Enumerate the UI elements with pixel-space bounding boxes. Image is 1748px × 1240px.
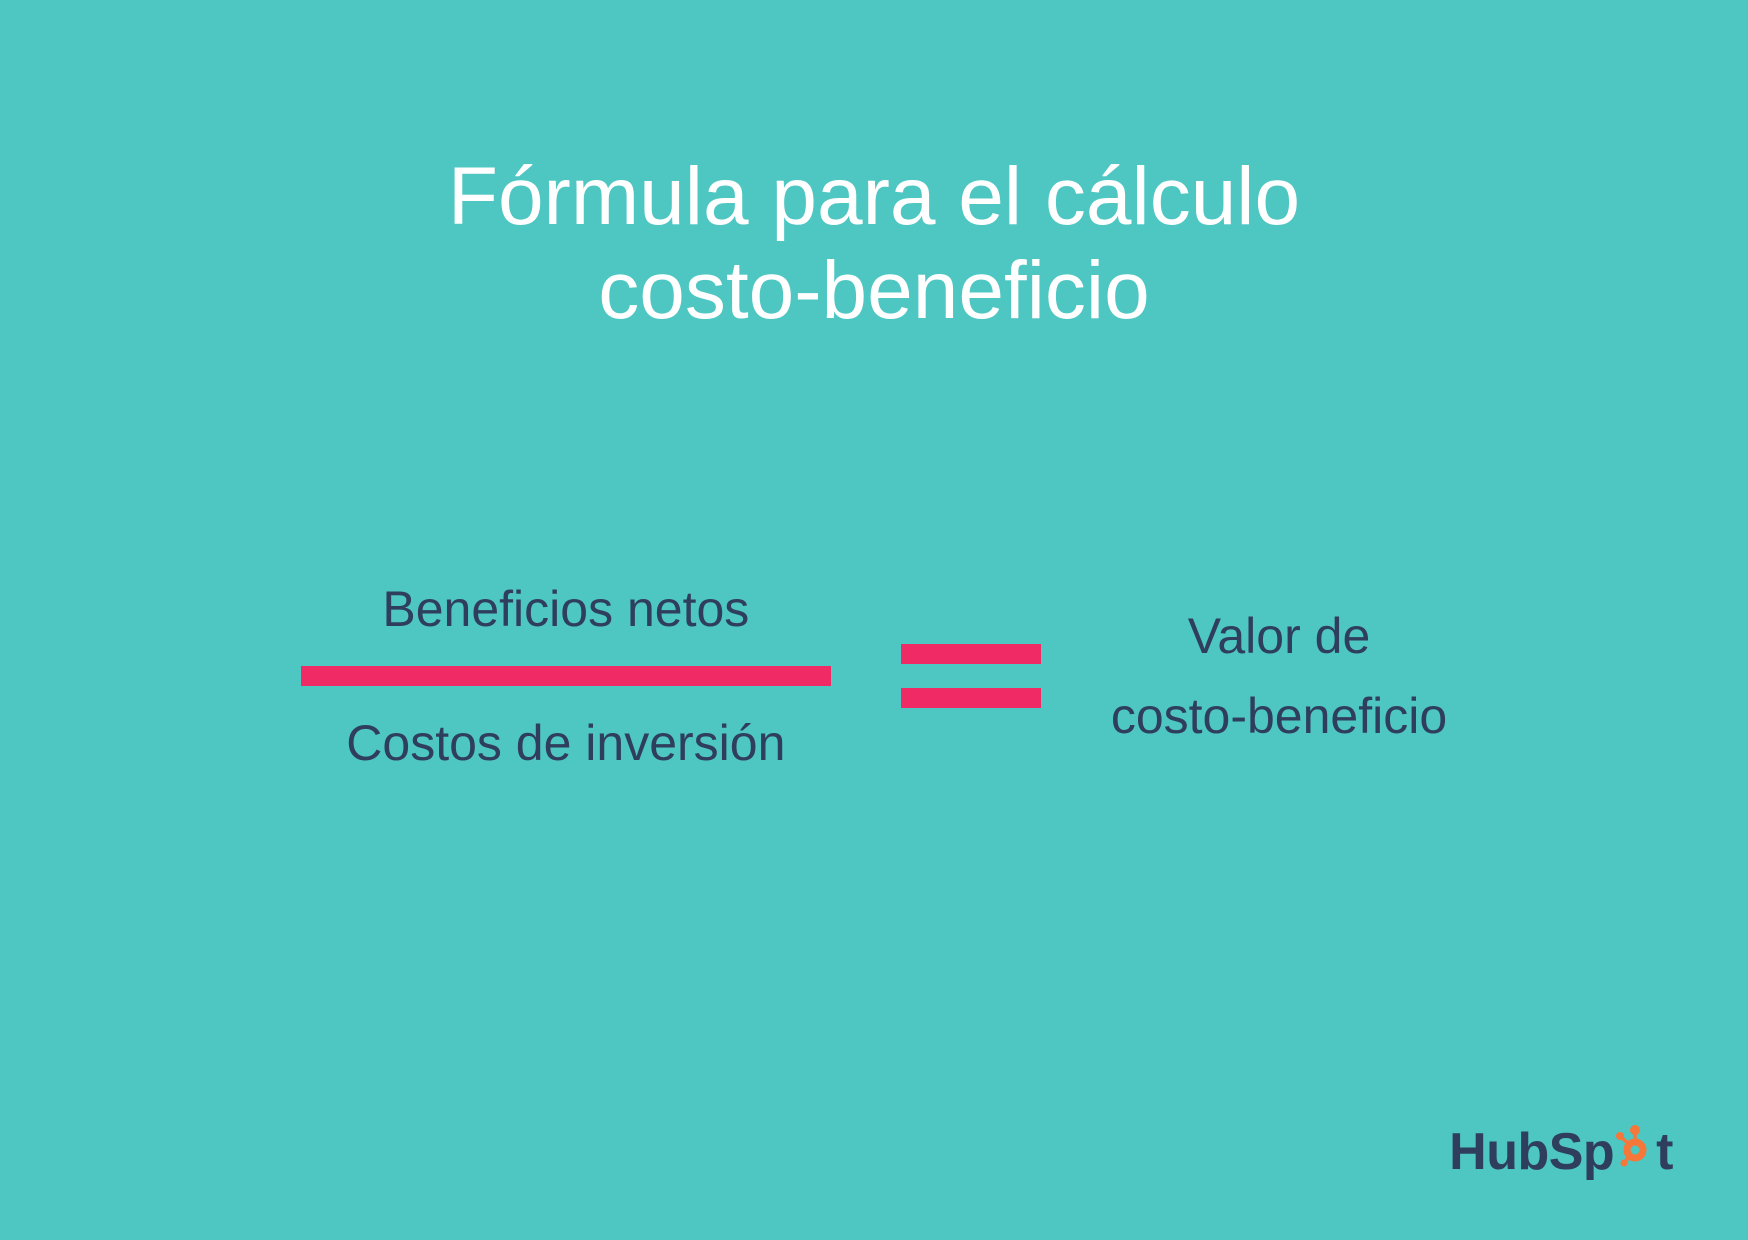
- numerator: Beneficios netos: [382, 580, 749, 638]
- result-line-1: Valor de: [1188, 608, 1371, 664]
- equals-bar-top: [901, 644, 1041, 664]
- fraction-divider: [301, 666, 831, 686]
- equals-bar-bottom: [901, 688, 1041, 708]
- title-line-1: Fórmula para el cálculo: [448, 151, 1300, 242]
- slide-container: Fórmula para el cálculo costo-beneficio …: [0, 0, 1748, 1240]
- equals-sign: [901, 644, 1041, 708]
- formula-result: Valor de costo-beneficio: [1111, 596, 1447, 756]
- logo-text-after: t: [1656, 1122, 1673, 1182]
- logo-text-before: HubSp: [1449, 1122, 1614, 1182]
- hubspot-logo: HubSp t: [1449, 1122, 1673, 1182]
- title-line-2: costo-beneficio: [598, 245, 1150, 336]
- fraction: Beneficios netos Costos de inversión: [301, 580, 831, 772]
- sprocket-icon: [1614, 1122, 1656, 1182]
- denominator: Costos de inversión: [346, 714, 785, 772]
- slide-title: Fórmula para el cálculo costo-beneficio: [0, 150, 1748, 339]
- result-line-2: costo-beneficio: [1111, 688, 1447, 744]
- formula-area: Beneficios netos Costos de inversión Val…: [0, 580, 1748, 772]
